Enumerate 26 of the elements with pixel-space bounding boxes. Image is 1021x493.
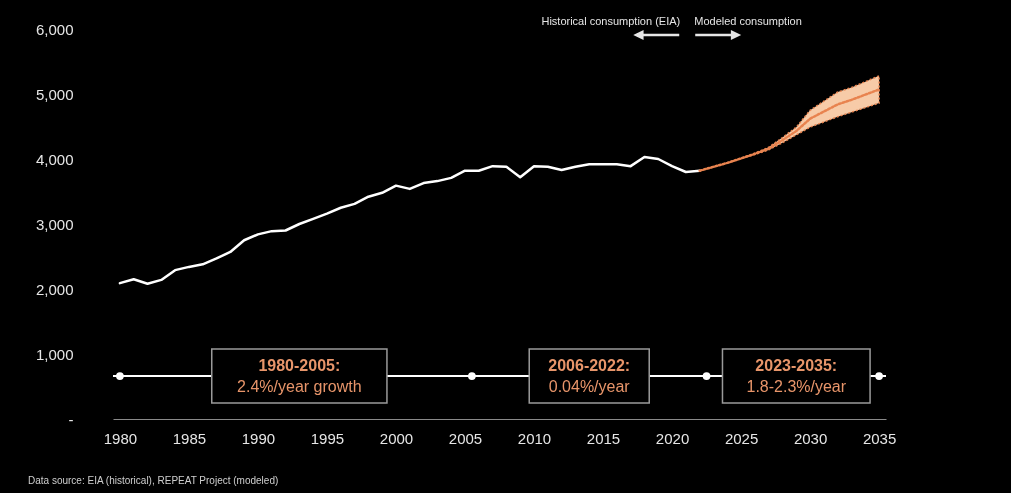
x-tick-label: 1995 bbox=[310, 429, 345, 447]
text: Modeled consumption bbox=[694, 15, 802, 27]
y-tick-label: 3,000 bbox=[35, 215, 74, 233]
y-tick-label: 5,000 bbox=[35, 85, 74, 103]
y-tick-label: 6,000 bbox=[35, 20, 74, 38]
x-tick-label: 2005 bbox=[448, 429, 483, 447]
annotation: 2006-2022: 0.04%/year bbox=[548, 356, 631, 395]
x-tick-label: 2015 bbox=[586, 429, 621, 447]
x-tick-label: 2035 bbox=[862, 429, 897, 447]
x-tick-label: 2000 bbox=[379, 429, 414, 447]
x-tick-label: 2010 bbox=[517, 429, 552, 447]
x-tick-label: 2025 bbox=[724, 429, 759, 447]
x-tick-label: 1990 bbox=[241, 429, 276, 447]
x-tick-label: 1985 bbox=[172, 429, 207, 447]
y-tick-label: - bbox=[68, 410, 74, 428]
y-tick-label: 1,000 bbox=[35, 345, 74, 363]
text: Historical consumption (EIA) bbox=[541, 15, 681, 27]
x-tick-label: 2020 bbox=[655, 429, 690, 447]
y-tick-label: 2,000 bbox=[35, 280, 74, 298]
x-tick-label: 1980 bbox=[103, 429, 138, 447]
source-note: Data source: EIA (historical), REPEAT Project (modeled) bbox=[28, 475, 279, 486]
y-tick-label: 4,000 bbox=[35, 150, 74, 168]
annotation: 2023-2035: 1.8-2.3%/year bbox=[746, 356, 847, 395]
annotation: 1980-2005: 2.4%/year growth bbox=[237, 356, 362, 395]
x-tick-label: 2030 bbox=[793, 429, 828, 447]
line-series bbox=[118, 155, 701, 286]
